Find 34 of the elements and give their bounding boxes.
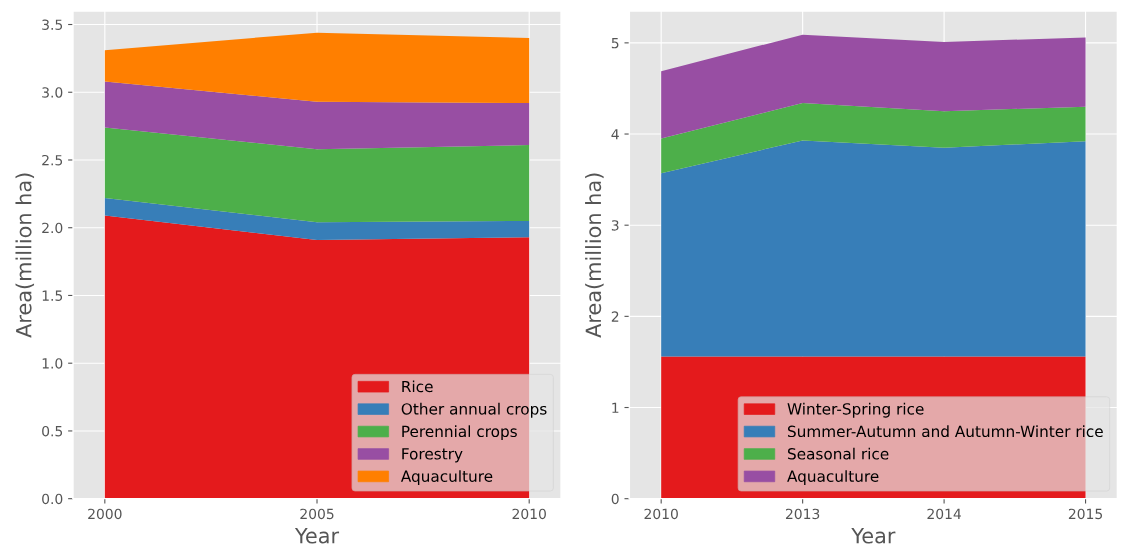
x-tick-label: 2000 (88, 508, 122, 520)
y-tick-label: 0.0 (42, 493, 63, 505)
y-tick-label: 3.5 (42, 19, 63, 30)
legend-label: Aquaculture (400, 470, 493, 485)
x-tick-label: 2010 (512, 508, 546, 520)
y-axis-title: Area(million ha) (15, 173, 35, 338)
x-tick-label: 2015 (1068, 508, 1103, 520)
legend-label: Perennial crops (402, 425, 517, 441)
x-axis-title: Year (851, 528, 896, 544)
y-tick-label: 3.0 (42, 87, 63, 98)
y-tick-label: 1.0 (42, 358, 63, 369)
y-axis-title: Area(million ha) (585, 173, 604, 338)
y-tick-label: 2.5 (42, 154, 63, 166)
y-tick-label: 4 (611, 129, 619, 140)
legend-label: Aquaculture (787, 470, 879, 485)
x-tick-label: 2013 (785, 508, 820, 520)
y-tick-label: 0.5 (42, 425, 63, 437)
legend-label: Winter-Spring rice (787, 402, 924, 418)
legend-label: Other annual crops (401, 402, 547, 418)
x-tick-label: 2005 (300, 508, 334, 520)
x-axis-title: Year (294, 528, 340, 544)
y-tick-label: 2 (611, 311, 619, 322)
x-tick-label: 2014 (927, 508, 961, 520)
legend-label: Forestry (402, 448, 463, 463)
legend-label: Seasonal rice (787, 447, 889, 460)
y-tick-label: 2.0 (42, 222, 63, 234)
legend-label: Summer-Autumn and Autumn-Winter rice (787, 425, 1103, 438)
y-tick-label: 1.5 (42, 290, 63, 301)
y-tick-label: 0 (611, 493, 619, 505)
legend-label: Rice (402, 380, 433, 393)
y-tick-label: 3 (611, 220, 619, 231)
y-tick-label: 5 (611, 38, 619, 49)
y-tick-label: 1 (612, 402, 619, 413)
x-tick-label: 2010 (644, 508, 678, 520)
